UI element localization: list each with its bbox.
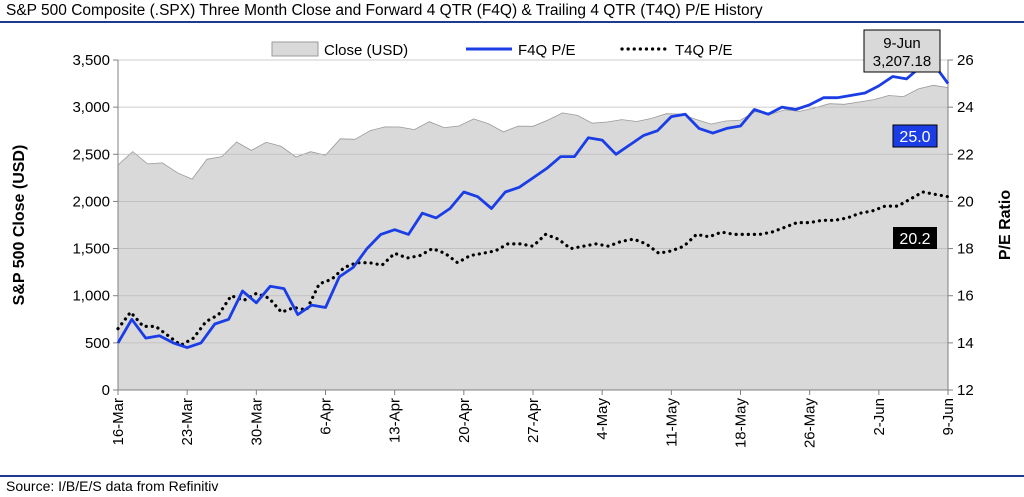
left-axis-title: S&P 500 Close (USD) (11, 145, 28, 306)
left-tick-label: 3,500 (72, 52, 110, 69)
legend-t4q-label: T4Q P/E (675, 42, 733, 59)
x-tick-label: 30-Mar (248, 398, 265, 446)
t4q-pe-line (116, 190, 950, 348)
x-tick-label: 6-Apr (318, 398, 335, 435)
f4q-value-callout (892, 124, 938, 148)
pe-history-chart: 0 500 1,000 1,500 2,000 2,500 3,000 3,500 12 14 16… (11, 29, 1014, 449)
f4q-value-label: 25.0 (899, 129, 930, 146)
t4q-value-callout (893, 227, 937, 249)
left-tick-label: 1,500 (72, 241, 110, 258)
right-tick-label: 20 (957, 193, 974, 210)
date-callout-date: 9-Jun (883, 35, 921, 52)
x-tick-label: 20-Apr (456, 398, 473, 443)
left-tick-label: 2,000 (72, 193, 110, 210)
source-note: Source: I/B/E/S data from Refinitiv (6, 478, 219, 494)
title-rule (0, 21, 1024, 23)
legend-close-swatch (271, 41, 319, 57)
right-axis-title: P/E Ratio (997, 190, 1014, 260)
x-tick-label: 27-Apr (525, 398, 542, 443)
x-tick-label: 16-Mar (110, 398, 127, 446)
x-tick-label: 2-Jun (871, 398, 888, 436)
right-tick-label: 18 (957, 241, 974, 258)
x-tick-label: 18-May (733, 398, 750, 449)
left-tick-label: 0 (102, 382, 110, 399)
x-tick-label: 11-May (663, 398, 680, 447)
right-tick-label: 14 (957, 335, 974, 352)
left-tick-label: 2,500 (72, 146, 110, 163)
right-tick-label: 24 (957, 99, 974, 116)
right-tick-label: 16 (957, 288, 974, 305)
left-tick-label: 3,000 (72, 99, 110, 116)
right-tick-label: 22 (957, 146, 974, 163)
x-tick-label: 13-Apr (387, 398, 404, 443)
legend-close-label: Close (USD) (324, 42, 408, 59)
t4q-value-label: 20.2 (899, 231, 930, 248)
close-area (117, 84, 949, 391)
left-tick-label: 500 (85, 335, 110, 352)
footer-rule (0, 475, 1024, 477)
right-tick-label: 12 (957, 382, 974, 399)
right-tick-label: 26 (957, 52, 974, 69)
date-callout-value: 3,207.18 (873, 53, 931, 70)
x-tick-label: 4-May (594, 398, 611, 440)
x-tick-label: 9-Jun (940, 398, 957, 436)
legend-f4q-label: F4Q P/E (518, 42, 576, 59)
date-callout-box (863, 29, 941, 73)
x-tick-label: 23-Mar (179, 398, 196, 446)
left-tick-label: 1,000 (72, 288, 110, 305)
f4q-pe-line (116, 63, 950, 349)
x-tick-label: 26-May (802, 398, 819, 449)
chart-title: S&P 500 Composite (.SPX) Three Month Clo… (6, 2, 763, 19)
